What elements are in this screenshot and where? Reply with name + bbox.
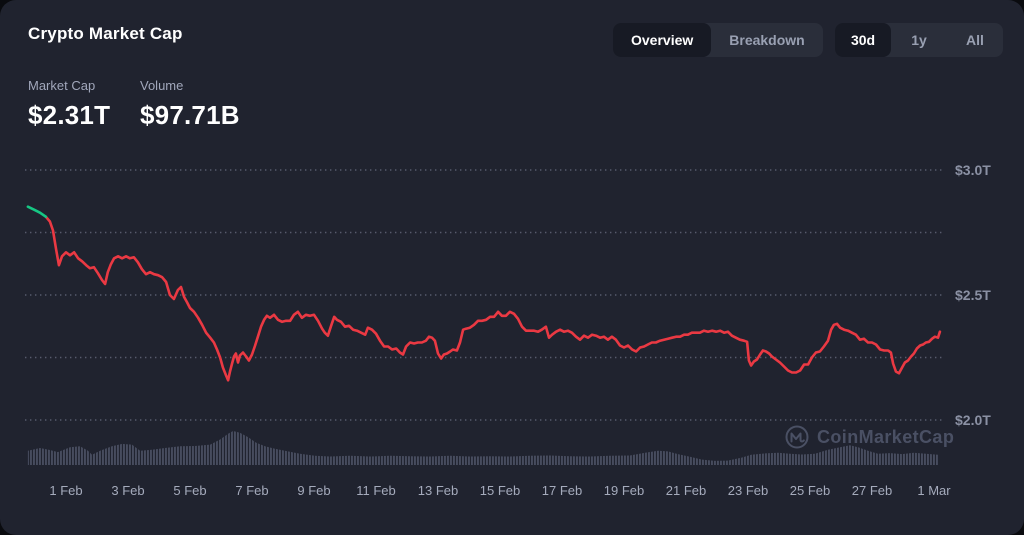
volume-label: Volume: [140, 78, 184, 93]
x-axis-label: 3 Feb: [111, 483, 144, 498]
y-axis-label: $2.5T: [955, 287, 991, 303]
x-axis-label: 21 Feb: [666, 483, 706, 498]
x-axis-label: 7 Feb: [235, 483, 268, 498]
x-axis-label: 13 Feb: [418, 483, 458, 498]
coinmarketcap-watermark: CoinMarketCap: [785, 425, 954, 449]
x-axis-label: 23 Feb: [728, 483, 768, 498]
grid-lines: [25, 169, 942, 421]
stat-market-cap: Market Cap $2.31T: [28, 78, 110, 131]
x-axis-label: 5 Feb: [173, 483, 206, 498]
volume-value: $97.71B: [140, 100, 240, 130]
y-axis: $3.0T $2.5T $2.0T: [955, 162, 991, 428]
watermark-text: CoinMarketCap: [817, 427, 954, 447]
volume-bars: [27, 431, 938, 465]
market-cap-label: Market Cap: [28, 78, 96, 93]
tab-overview[interactable]: Overview: [613, 23, 712, 57]
page-title: Crypto Market Cap: [28, 24, 183, 43]
y-axis-label: $2.0T: [955, 412, 991, 428]
x-axis-label: 27 Feb: [852, 483, 892, 498]
market-cap-line-down: [44, 215, 942, 382]
x-axis-label: 15 Feb: [480, 483, 520, 498]
x-axis-label: 1 Mar: [917, 483, 951, 498]
x-axis-label: 17 Feb: [542, 483, 582, 498]
range-all[interactable]: All: [947, 23, 1003, 57]
tab-breakdown[interactable]: Breakdown: [711, 23, 822, 57]
y-axis-label: $3.0T: [955, 162, 991, 178]
market-cap-value: $2.31T: [28, 100, 111, 130]
x-axis: 1 Feb 3 Feb 5 Feb 7 Feb 9 Feb 11 Feb 13 Feb 15 …: [49, 483, 951, 498]
x-axis-label: 9 Feb: [297, 483, 330, 498]
range-30d[interactable]: 30d: [835, 23, 891, 57]
x-axis-label: 1 Feb: [49, 483, 82, 498]
coinmarketcap-logo-m: [790, 432, 805, 443]
range-toggle: 30d 1y All: [835, 23, 1003, 57]
x-axis-label: 25 Feb: [790, 483, 830, 498]
coinmarketcap-logo-icon: [785, 425, 809, 449]
range-1y[interactable]: 1y: [891, 23, 947, 57]
stat-volume: Volume $97.71B: [140, 78, 240, 131]
view-toggle: Overview Breakdown: [613, 23, 823, 57]
x-axis-label: 11 Feb: [356, 483, 396, 498]
market-cap-line-up: [26, 205, 48, 218]
x-axis-label: 19 Feb: [604, 483, 644, 498]
